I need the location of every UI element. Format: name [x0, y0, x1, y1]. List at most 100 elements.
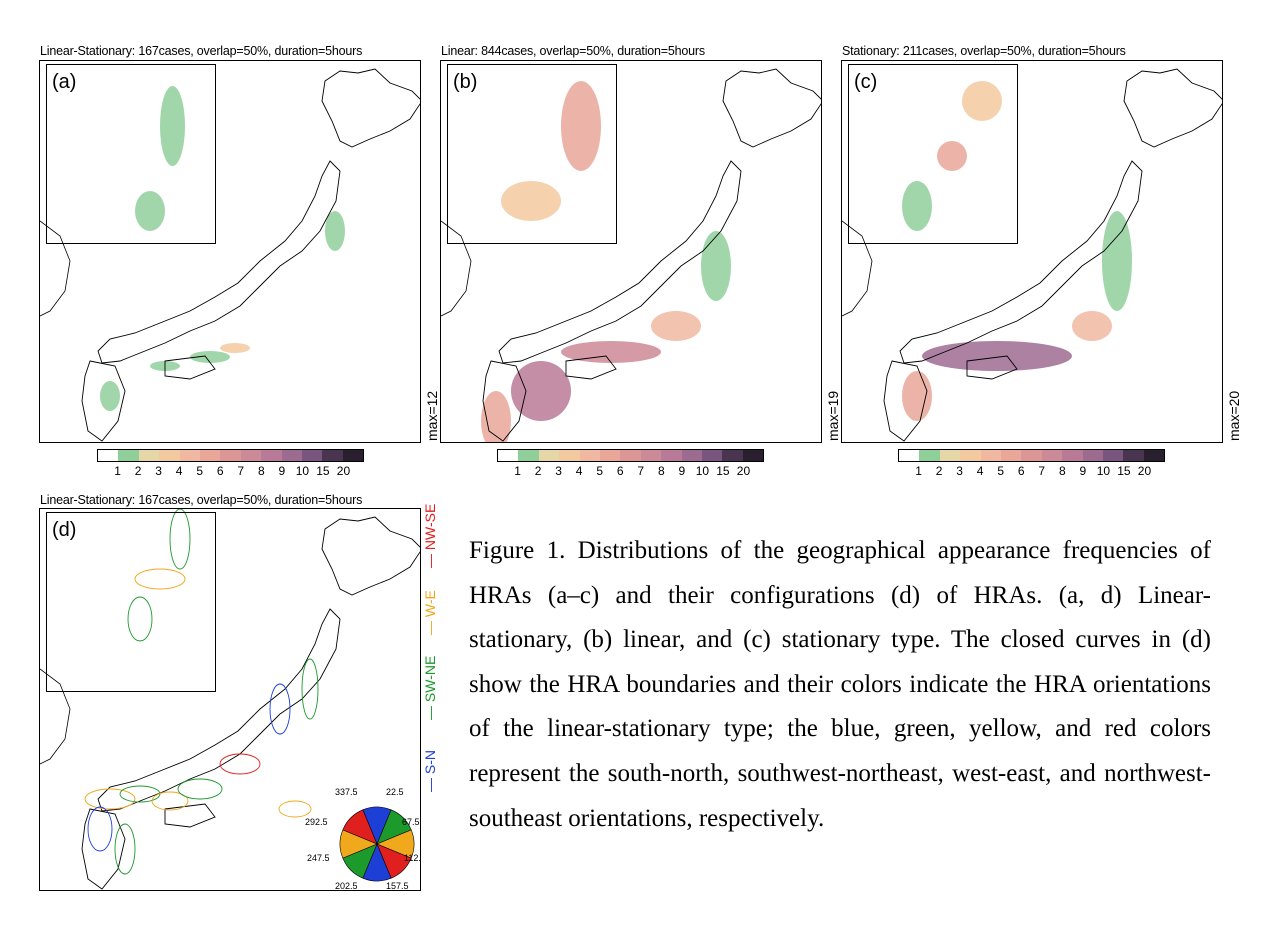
japan-map-b [441, 68, 821, 442]
frequency-area [651, 311, 701, 341]
colorbar-tick-label: 15 [716, 464, 730, 478]
frequency-area [701, 231, 731, 301]
map-panel-d: (d) 337.5 22.5 67.5 112.5 157.5 202.5 247.5 292… [39, 508, 421, 891]
panel-a-label: (a) [52, 71, 77, 93]
colorbar-tick-label: 6 [616, 464, 624, 478]
japan-coastline [164, 355, 216, 380]
hra-boundary [84, 788, 136, 810]
colorbar-swatch [220, 450, 241, 461]
colorbar-tick-label: 15 [316, 464, 330, 478]
hra-boundary [127, 596, 153, 642]
colorbar-c [898, 449, 1165, 462]
colorbar-swatch [538, 450, 560, 461]
colorbar-swatch [138, 450, 160, 461]
colorbar-swatch [1102, 450, 1124, 461]
colorbar-swatch [939, 450, 961, 461]
colorbar-tick-label: 9 [678, 464, 686, 478]
colorbar-swatch [559, 450, 580, 461]
mainland-coastline [441, 220, 472, 317]
mainland-coastline [40, 668, 71, 765]
colorbar-swatch [98, 450, 119, 461]
colorbar-tick-label: 8 [257, 464, 265, 478]
colorbar-swatch [322, 450, 343, 461]
colorbar-swatch [1143, 450, 1165, 461]
colorbar-swatch [159, 450, 180, 461]
colorbar-swatch [620, 450, 641, 461]
frequency-area [190, 351, 230, 363]
colorbar-swatch [742, 450, 764, 461]
colorbar-a-ticks: 1 2 3 4 5 6 7 8 9 10 15 20 [97, 464, 364, 480]
colorbar-swatch [301, 450, 323, 461]
orientation-legend: — S-N — SW-NE — W-E — NW-SE [420, 504, 442, 792]
japan-coastline [81, 808, 126, 890]
hra-boundary [151, 791, 189, 811]
frequency-area [135, 191, 165, 231]
colorbar-tick-label: 1 [915, 464, 922, 478]
hra-boundary [269, 683, 291, 735]
colorbar-tick-label: 9 [1079, 464, 1087, 478]
japan-coastline [321, 68, 420, 148]
colorbar-swatch [240, 450, 262, 461]
orientation-wheel [339, 806, 415, 882]
colorbar-swatch [980, 450, 1001, 461]
frequency-area [902, 371, 932, 421]
hra-boundary [114, 823, 136, 875]
frequency-area [1102, 211, 1132, 311]
frequency-area [922, 341, 1072, 371]
wheel-angle-label: 247.5 [307, 853, 330, 863]
colorbar-tick-label: 20 [1137, 464, 1152, 478]
colorbar-swatch [498, 450, 519, 461]
japan-coastline [81, 360, 126, 442]
colorbar-tick-label: 7 [237, 464, 245, 478]
colorbar-swatch [661, 450, 682, 461]
colorbar-a [97, 449, 364, 462]
wheel-angle-label: 67.5 [402, 817, 420, 827]
colorbar-b [497, 449, 764, 462]
colorbar-tick-label: 4 [575, 464, 583, 478]
colorbar-swatch [342, 450, 364, 461]
legend-line: — [422, 702, 438, 720]
colorbar-tick-label: 10 [695, 464, 710, 478]
hra-boundary [87, 806, 113, 852]
japan-coastline [565, 355, 617, 380]
frequency-area [325, 211, 345, 251]
colorbar-swatch [199, 450, 221, 461]
colorbar-tick-label: 3 [956, 464, 963, 478]
colorbar-tick-label: 2 [534, 464, 542, 478]
colorbar-tick-label: 7 [637, 464, 645, 478]
colorbar-swatch [179, 450, 200, 461]
panel-b-title: Linear: 844cases, overlap=50%, duration=… [441, 44, 705, 58]
wheel-angle-label: 202.5 [335, 881, 358, 891]
colorbar-tick-label: 10 [1096, 464, 1111, 478]
frequency-area [962, 81, 1002, 121]
panel-b-max-label: max=19 [825, 390, 841, 441]
colorbar-tick-label: 4 [175, 464, 183, 478]
colorbar-swatch [118, 450, 139, 461]
colorbar-c-ticks: 1 2 3 4 5 6 7 8 9 10 15 20 [898, 464, 1165, 480]
frequency-area [561, 81, 601, 171]
legend-item-nw-se: — NW-SE [422, 504, 438, 568]
hra-boundary [177, 778, 223, 800]
legend-label-w-e: W-E [422, 590, 438, 618]
hra-boundary [119, 785, 161, 803]
legend-label-s-n: S-N [422, 749, 438, 775]
colorbar-tick-label: 1 [514, 464, 521, 478]
japan-coastline [321, 516, 420, 596]
frequency-area [220, 343, 250, 353]
colorbar-swatch [681, 450, 702, 461]
hra-boundary [219, 753, 261, 775]
colorbar-tick-label: 5 [997, 464, 1005, 478]
colorbar-b-ticks: 1 2 3 4 5 6 7 8 9 10 15 20 [497, 464, 764, 480]
inset-box-b [447, 64, 617, 244]
colorbar-swatch [960, 450, 981, 461]
legend-label-nw-se: NW-SE [422, 503, 438, 551]
colorbar-swatch [579, 450, 600, 461]
panel-c-max-label: max=20 [1226, 390, 1242, 441]
mainland-coastline [842, 220, 873, 317]
legend-item-w-e: — W-E [422, 590, 438, 635]
colorbar-tick-label: 2 [134, 464, 142, 478]
map-panel-a: (a) [39, 60, 421, 443]
panel-a-max-label: max=12 [424, 390, 440, 441]
wheel-angle-label: 112.5 [404, 853, 421, 863]
legend-item-sw-ne: — SW-NE [422, 656, 438, 720]
